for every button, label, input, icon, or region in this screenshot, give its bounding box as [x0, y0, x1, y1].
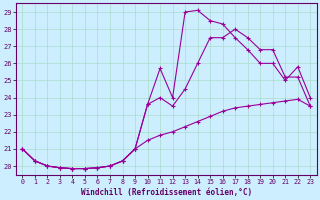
X-axis label: Windchill (Refroidissement éolien,°C): Windchill (Refroidissement éolien,°C) [81, 188, 252, 197]
